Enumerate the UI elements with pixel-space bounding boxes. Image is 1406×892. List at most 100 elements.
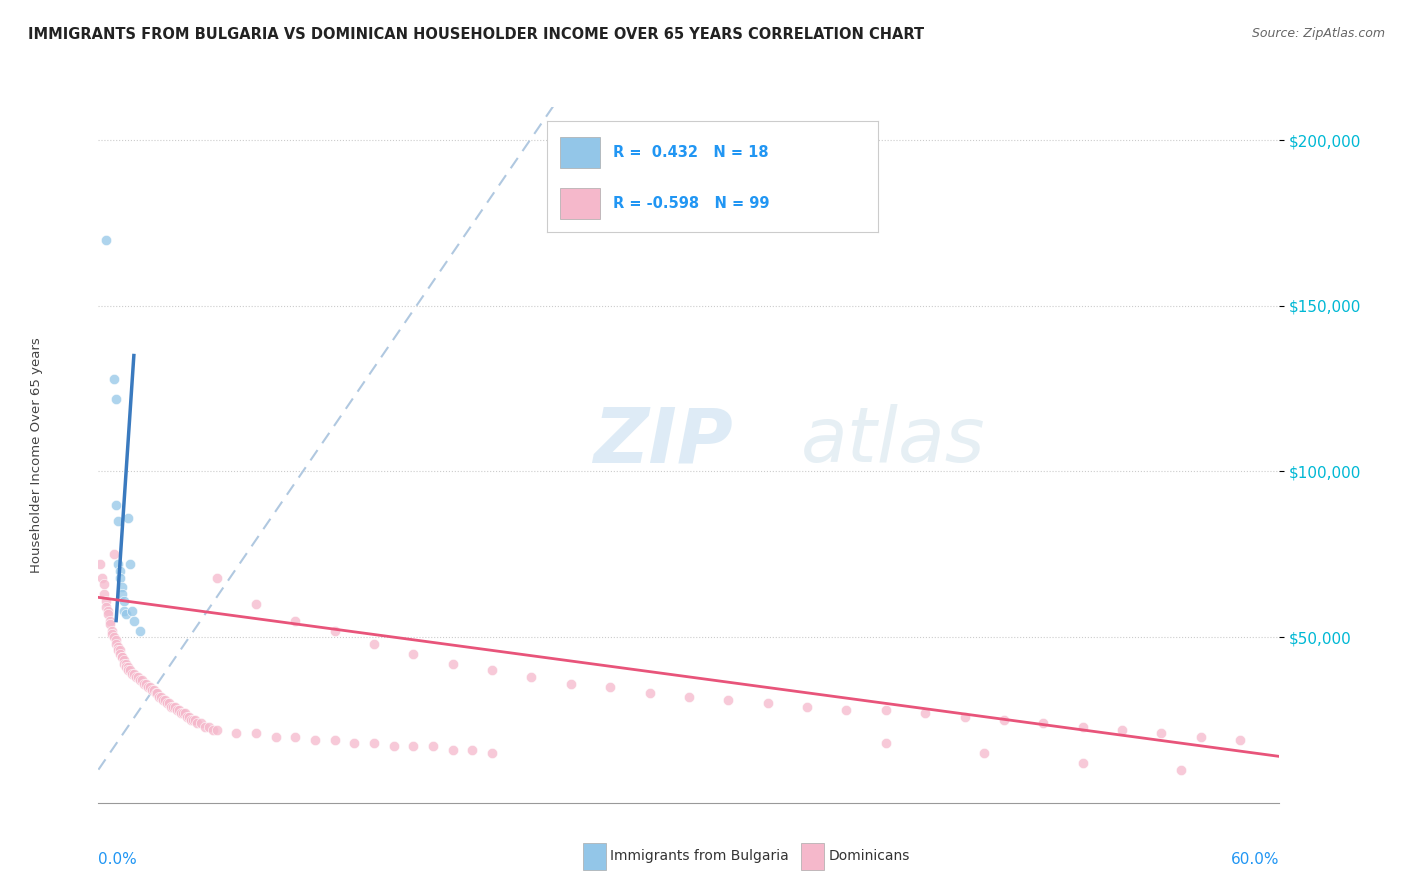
Point [148,690,170,704]
Point [132,676,155,690]
Point [1111,723,1133,737]
Text: Source: ZipAtlas.com: Source: ZipAtlas.com [1251,27,1385,40]
Point [89,558,111,572]
Point [194,720,217,734]
Point [166,703,188,717]
Point [141,683,163,698]
Point [177,709,200,723]
Point [118,663,141,677]
Point [101,624,124,638]
Point [111,650,134,665]
Point [117,660,139,674]
Point [953,709,976,723]
Point [105,498,128,512]
Point [131,673,153,688]
Point [973,746,995,760]
Point [186,716,208,731]
Point [128,624,150,638]
Point [205,570,228,584]
Point [121,604,143,618]
Point [127,670,149,684]
Point [96,233,118,247]
Text: ZIP: ZIP [595,404,734,478]
Point [638,686,661,700]
Point [245,597,267,611]
Point [103,630,125,644]
Point [142,683,165,698]
Point [796,699,818,714]
Point [93,577,115,591]
Point [756,697,779,711]
Point [112,593,135,607]
Point [1071,756,1094,770]
Point [197,720,219,734]
Point [136,680,159,694]
Point [115,607,138,621]
Text: Immigrants from Bulgaria: Immigrants from Bulgaria [610,849,789,863]
Point [481,746,503,760]
Point [146,686,169,700]
Point [112,657,135,671]
Point [91,570,114,584]
Point [205,723,228,737]
Point [176,709,198,723]
Point [599,680,621,694]
Point [225,726,247,740]
Point [1150,726,1173,740]
Point [97,604,120,618]
Point [107,643,129,657]
Point [363,736,385,750]
Point [441,743,464,757]
Point [245,726,267,740]
Point [461,743,484,757]
Point [112,653,135,667]
Point [105,637,128,651]
Point [402,739,425,754]
Point [441,657,464,671]
Point [172,706,194,721]
Point [152,693,174,707]
Point [678,690,700,704]
Point [323,732,346,747]
Point [343,736,366,750]
Point [165,699,187,714]
Point [155,693,177,707]
Point [162,699,184,714]
Point [93,587,115,601]
Point [201,723,224,737]
Point [122,666,145,681]
Point [107,640,129,654]
Point [135,676,157,690]
Point [115,660,138,674]
Point [1071,720,1094,734]
Point [156,697,179,711]
Point [323,624,346,638]
Point [96,600,118,615]
Point [107,514,129,528]
Point [117,511,139,525]
Point [98,616,121,631]
Text: IMMIGRANTS FROM BULGARIA VS DOMINICAN HOUSEHOLDER INCOME OVER 65 YEARS CORRELATI: IMMIGRANTS FROM BULGARIA VS DOMINICAN HO… [28,27,924,42]
Text: atlas: atlas [801,404,986,478]
Point [105,633,128,648]
Point [382,739,405,754]
Point [128,673,150,688]
Point [105,392,128,406]
Point [481,663,503,677]
Point [112,604,135,618]
Point [363,637,385,651]
Point [108,570,131,584]
Point [111,581,134,595]
Point [170,706,193,721]
Point [117,663,139,677]
Point [875,736,897,750]
Point [181,713,204,727]
Point [97,607,120,621]
Point [190,716,212,731]
Y-axis label: Householder Income Over 65 years: Householder Income Over 65 years [30,337,42,573]
Point [1170,763,1192,777]
Point [98,614,121,628]
Point [875,703,897,717]
Point [111,650,134,665]
Point [160,699,183,714]
